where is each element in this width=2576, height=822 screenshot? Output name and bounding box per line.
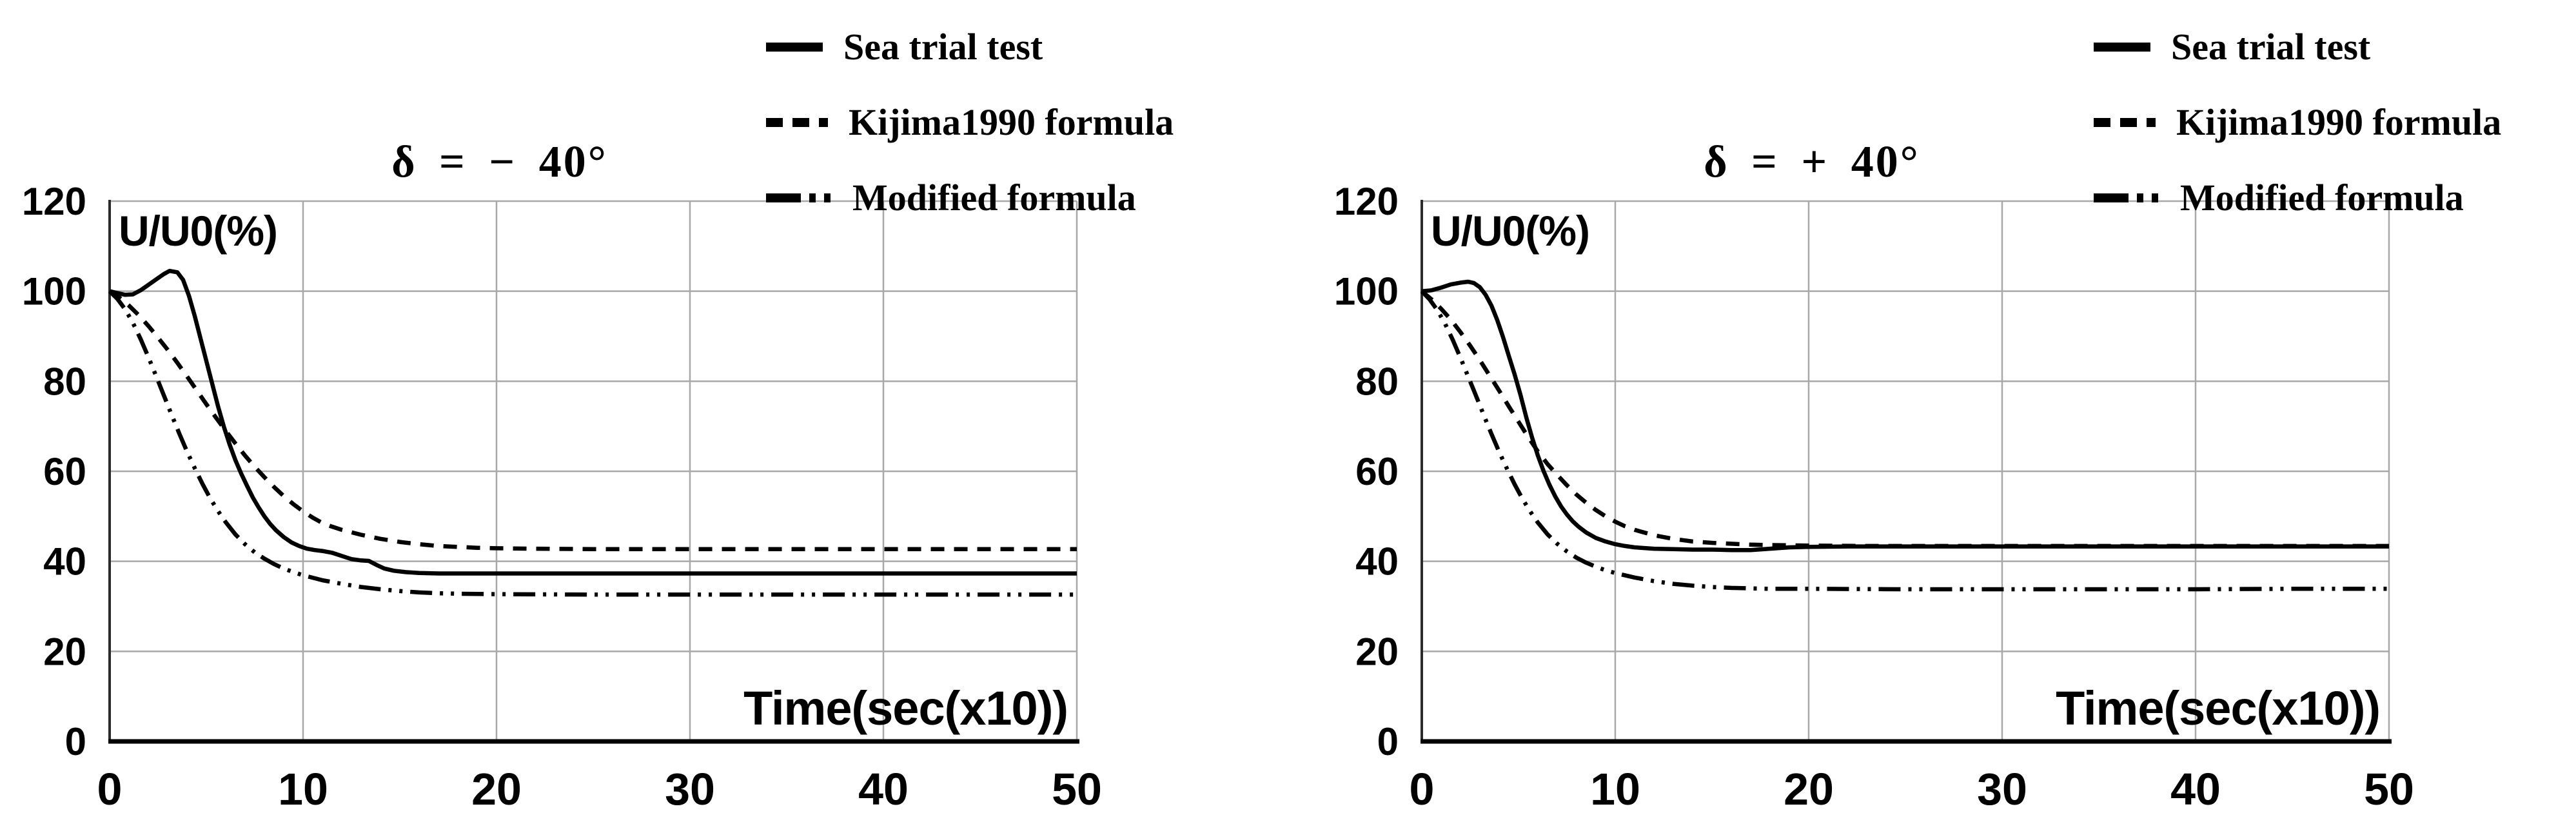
legend-label: Kijima1990 formula [849, 101, 1174, 143]
y-axis-label: U/U0(%) [119, 207, 278, 255]
x-tick-label: 10 [1590, 764, 1640, 814]
legend-item: Kijima1990 formula [2094, 84, 2501, 160]
x-tick-label: 30 [1977, 764, 2027, 814]
y-tick-label: 60 [43, 450, 86, 493]
x-tick-label: 0 [1410, 764, 1435, 814]
legend-line-sample-dash-dot-dot [766, 193, 832, 202]
legend-item: Sea trial test [766, 9, 1174, 84]
legend-line-sample-solid [2094, 42, 2150, 52]
chart-title: δ = + 40° [1704, 137, 1920, 187]
legend-label: Kijima1990 formula [2176, 101, 2502, 143]
legend-item: Sea trial test [2094, 9, 2501, 84]
y-tick-label: 120 [1334, 180, 1399, 223]
chart-title: δ = − 40° [391, 137, 608, 187]
legend-item: Kijima1990 formula [766, 84, 1174, 160]
legend: Sea trial test Kijima1990 formula Modifi… [766, 9, 1174, 235]
x-tick-label: 50 [2364, 764, 2414, 814]
x-tick-label: 20 [471, 764, 522, 814]
x-axis-label: Time(sec(x10)) [743, 681, 1068, 735]
chart-delta-plus-40: 0 10 20 30 40 50 0 20 40 60 80 100 120 δ = + 40° U/U… [1312, 0, 2576, 822]
y-axis-label: U/U0(%) [1431, 207, 1590, 255]
legend-line-sample-dashed [766, 117, 828, 127]
series-line-0 [109, 268, 1077, 576]
y-tick-label: 100 [1334, 270, 1399, 313]
legend-item: Modified formula [2094, 160, 2501, 235]
x-tick-label: 20 [1784, 764, 1834, 814]
legend-line-sample-dashed [2094, 117, 2156, 127]
series-line-2 [108, 289, 1077, 597]
legend-label: Modified formula [852, 177, 1136, 219]
legend-line-sample-solid [766, 42, 823, 52]
x-axis-label: Time(sec(x10)) [2056, 681, 2381, 735]
legend-label: Sea trial test [843, 26, 1043, 68]
x-tick-label: 0 [97, 764, 123, 814]
x-tick-label: 40 [858, 764, 909, 814]
legend-item: Modified formula [766, 160, 1174, 235]
y-tick-label: 100 [22, 270, 86, 313]
plot-area-left: 0 10 20 30 40 50 0 20 40 60 80 100 120 [22, 180, 1102, 814]
x-tick-label: 40 [2170, 764, 2221, 814]
x-tick-label: 30 [665, 764, 715, 814]
legend-line-sample-dash-dot-dot [2094, 193, 2159, 202]
y-tick-label: 0 [1377, 720, 1399, 763]
legend-label: Sea trial test [2171, 26, 2371, 68]
y-tick-label: 120 [22, 180, 86, 223]
y-tick-label: 20 [43, 630, 86, 673]
x-tick-label: 10 [278, 764, 328, 814]
series-line-1 [1420, 289, 2389, 549]
legend: Sea trial test Kijima1990 formula Modifi… [2094, 9, 2501, 235]
series-line-2 [1420, 289, 2389, 592]
y-tick-label: 40 [1355, 540, 1399, 583]
y-tick-label: 20 [1355, 630, 1399, 673]
y-tick-label: 0 [65, 720, 86, 763]
y-tick-label: 80 [43, 360, 86, 403]
y-tick-label: 60 [1355, 450, 1399, 493]
series-line-1 [108, 289, 1077, 552]
series-line-0 [1421, 279, 2389, 553]
legend-label: Modified formula [2180, 177, 2464, 219]
y-tick-label: 40 [43, 540, 86, 583]
plot-area-right: 0 10 20 30 40 50 0 20 40 60 80 100 120 [1334, 180, 2414, 814]
y-tick-label: 80 [1355, 360, 1399, 403]
x-tick-label: 50 [1052, 764, 1102, 814]
chart-delta-minus-40: 0 10 20 30 40 50 0 20 40 60 80 100 120 δ = − 40° U/U… [22, 9, 1174, 814]
